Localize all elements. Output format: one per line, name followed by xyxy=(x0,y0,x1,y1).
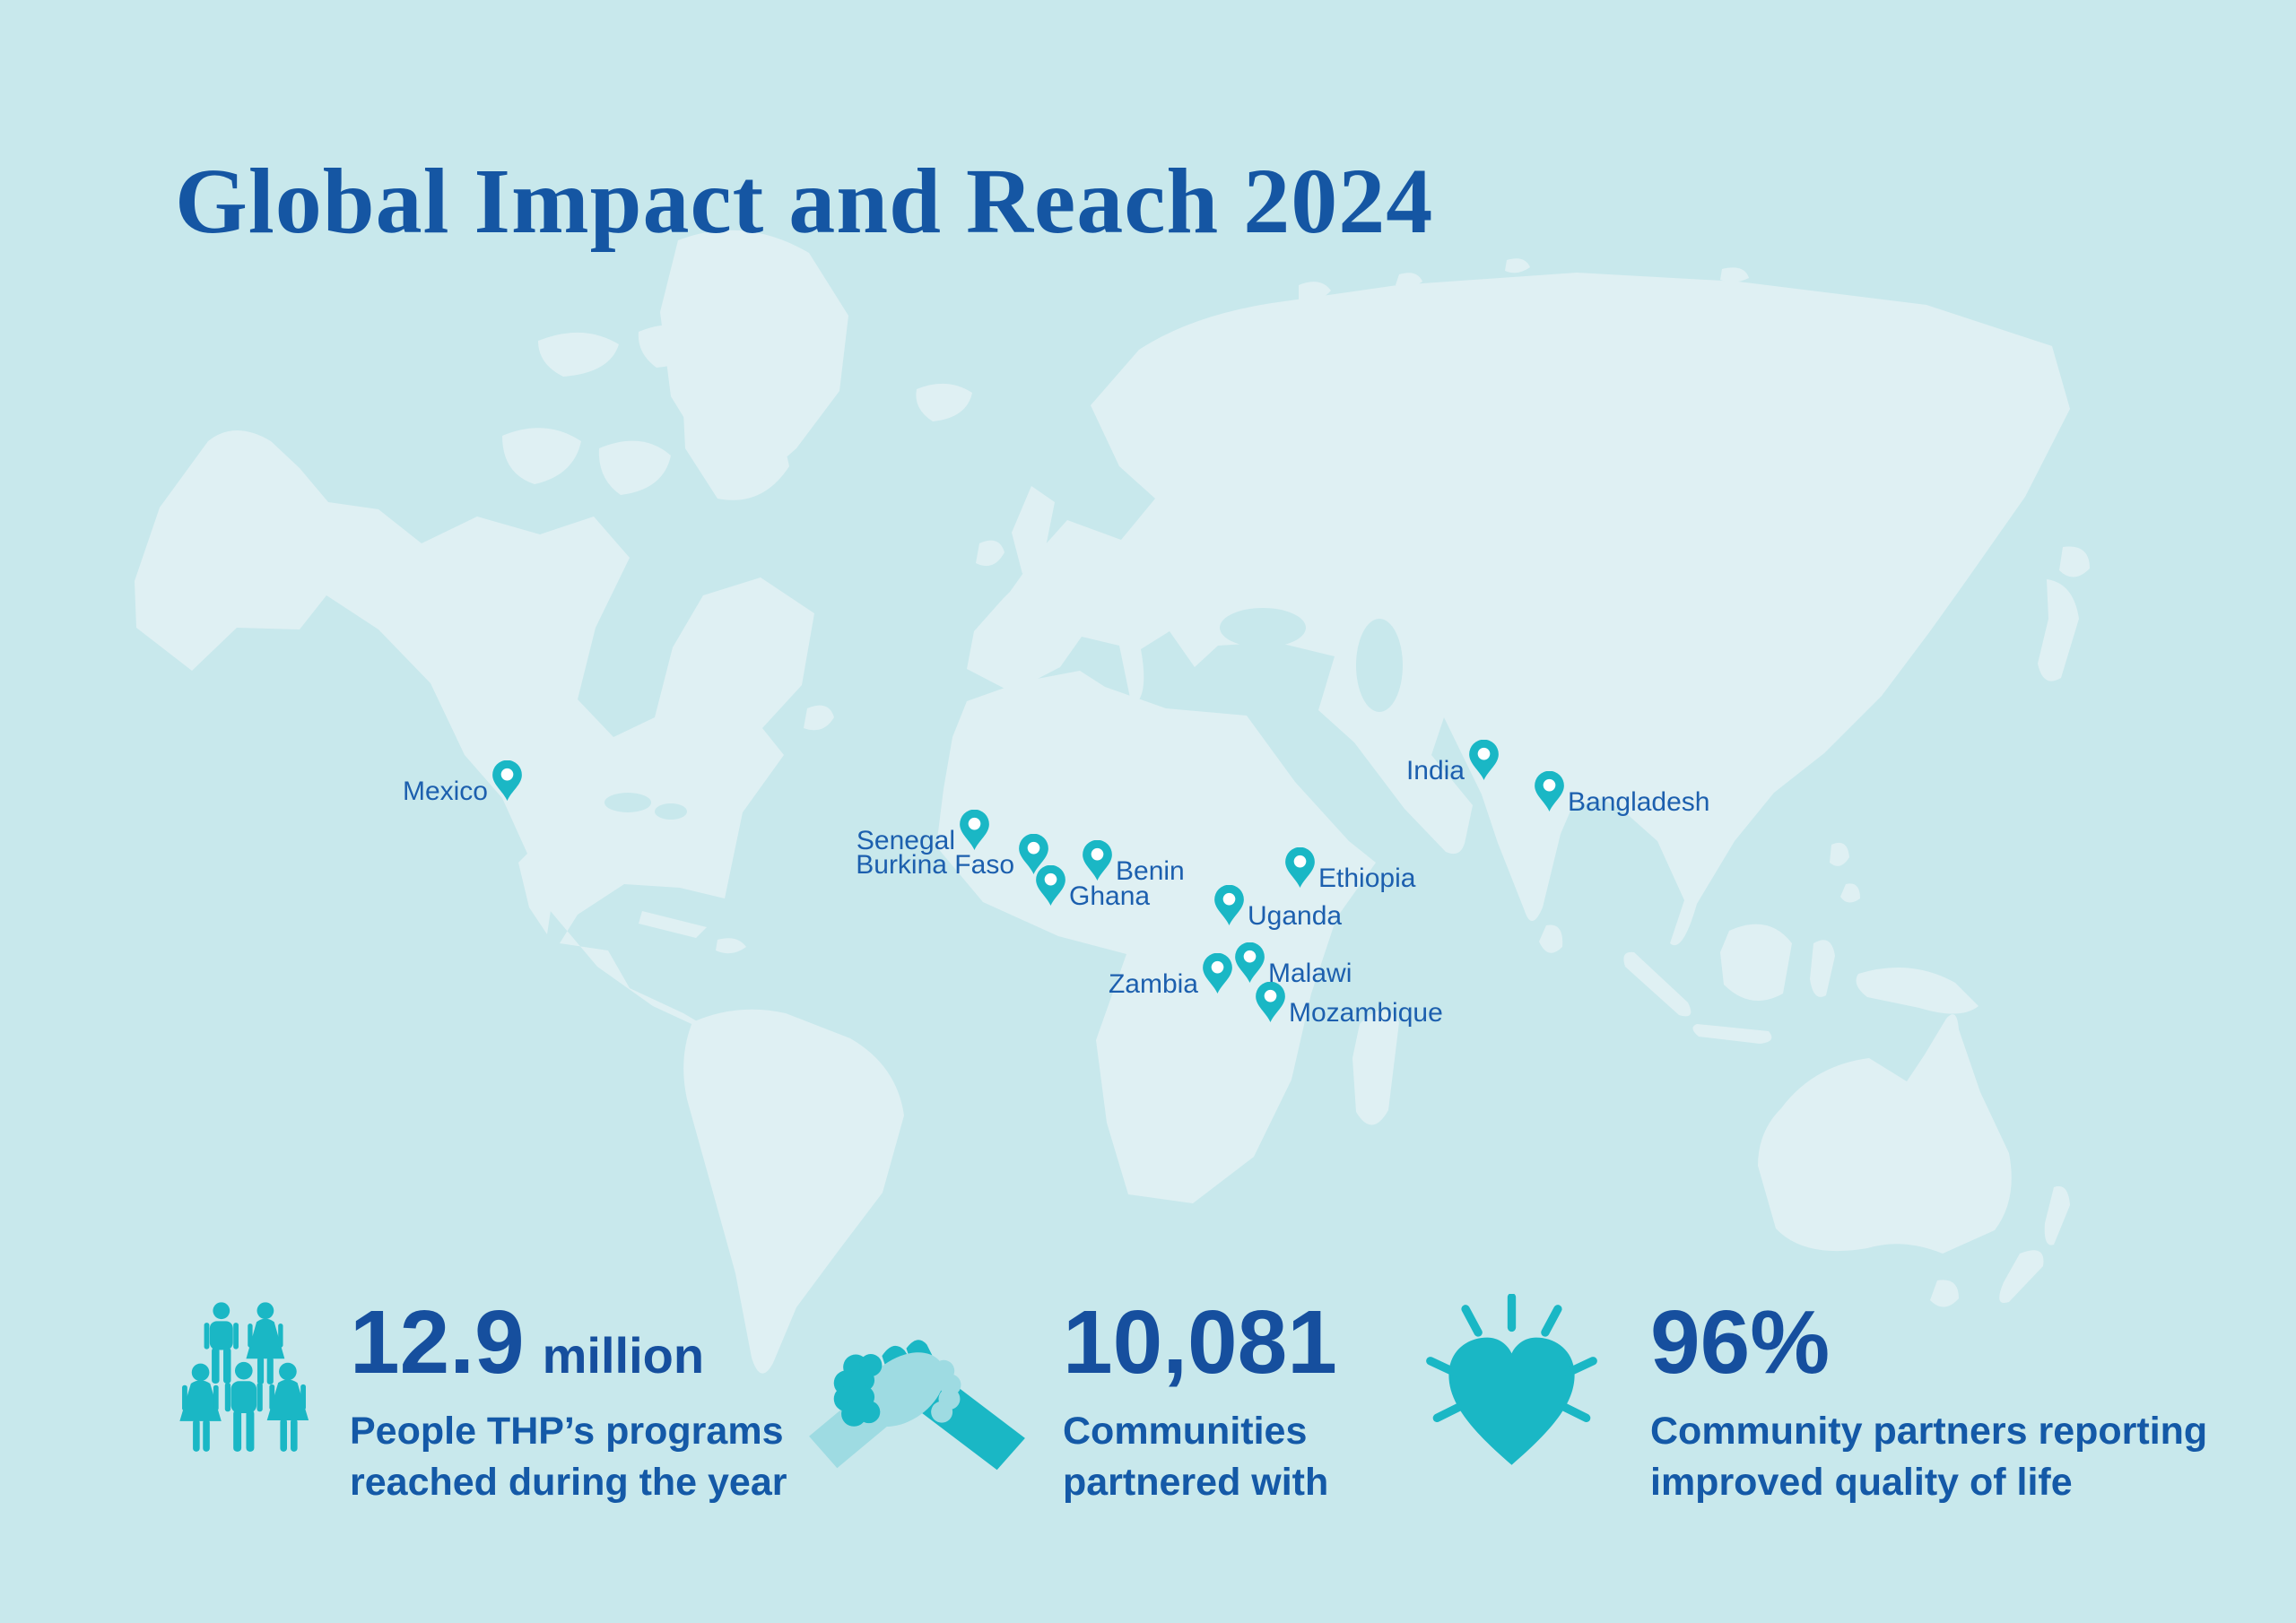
handshake-icon xyxy=(807,1332,1027,1486)
stat-desc-line: Community partners reporting xyxy=(1650,1410,2208,1453)
map-pin-label: Ethiopia xyxy=(1318,864,1416,893)
map-pin-label: Mozambique xyxy=(1289,998,1443,1028)
map-pin-icon xyxy=(1284,847,1315,888)
map-pin-icon xyxy=(1082,840,1112,881)
map-pin-label: Mexico xyxy=(402,777,488,806)
map-pin-icon xyxy=(1234,942,1265,983)
map-pin-icon xyxy=(1202,953,1232,994)
stat-unit: million xyxy=(542,1327,705,1384)
map-pin-label: Malawi xyxy=(1268,959,1352,988)
stat-people-reached: 12.9 million People THP’s programs reach… xyxy=(175,1296,787,1508)
map-pin-label: Ghana xyxy=(1069,881,1151,911)
map-pin-label: Uganda xyxy=(1248,901,1343,931)
stat-quality-of-life: 96% Community partners reporting improve… xyxy=(1415,1292,2208,1508)
map-pin-icon xyxy=(1213,885,1244,925)
stat-value: 10,081 xyxy=(1063,1292,1337,1393)
heart-rays-icon xyxy=(1415,1293,1608,1491)
map-pin-icon xyxy=(959,810,989,850)
page-title: Global Impact and Reach 2024 xyxy=(175,150,1434,253)
map-pin-icon xyxy=(1468,740,1499,780)
map-pin-label: Bangladesh xyxy=(1568,787,1710,817)
map-pin-label: Burkina Faso xyxy=(856,850,1014,880)
map-pin-label: Zambia xyxy=(1108,969,1198,999)
stat-desc-line: improved quality of life xyxy=(1650,1461,2073,1504)
stat-desc-line: Communities xyxy=(1063,1410,1308,1453)
map-pin-label: Benin xyxy=(1116,856,1185,886)
stat-communities-partnered: 10,081 Communities partnered with xyxy=(807,1296,1355,1508)
map-pin-icon xyxy=(491,760,522,801)
stat-value: 96% xyxy=(1650,1292,1831,1393)
map-pin-icon xyxy=(1035,865,1065,906)
map-pin-icon xyxy=(1255,982,1285,1022)
map-pin-icon xyxy=(1534,771,1564,812)
map-pin-label: Senegal xyxy=(856,826,955,855)
stat-desc-line: People THP’s programs xyxy=(350,1410,784,1453)
stat-desc-line: reached during the year xyxy=(350,1461,787,1504)
people-group-icon xyxy=(175,1301,309,1459)
map-pin-icon xyxy=(1018,834,1048,874)
map-pin-label: India xyxy=(1405,756,1465,785)
stat-value: 12.9 xyxy=(350,1292,525,1393)
stat-desc-line: partnered with xyxy=(1063,1461,1329,1504)
